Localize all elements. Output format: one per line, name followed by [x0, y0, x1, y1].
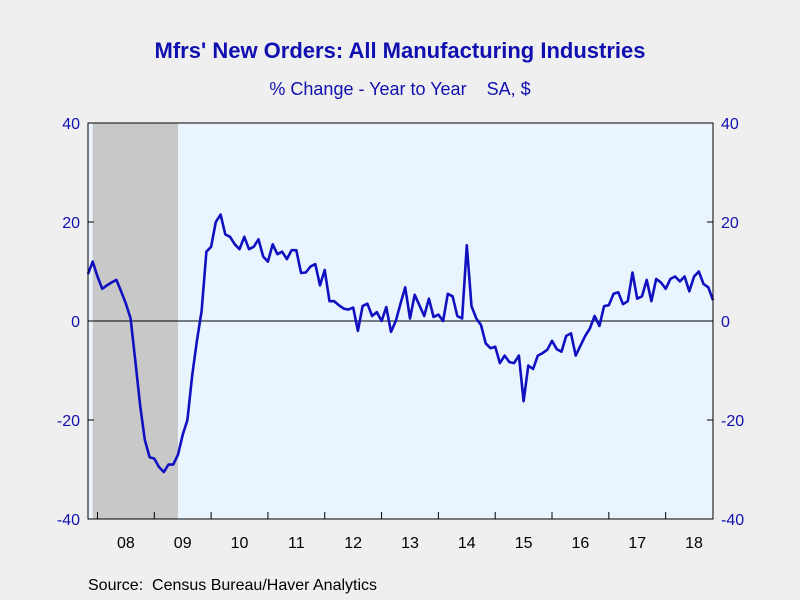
- y-tick-label-left: 20: [62, 215, 80, 232]
- x-tick-label: 16: [572, 535, 590, 552]
- x-tick-label: 10: [231, 535, 249, 552]
- x-tick-label: 08: [117, 535, 135, 552]
- y-tick-label-left: 40: [62, 116, 80, 133]
- y-tick-label-right: 40: [721, 116, 739, 133]
- x-tick-label: 09: [174, 535, 192, 552]
- y-tick-label-right: 0: [721, 314, 730, 331]
- plot-frame: [87, 122, 714, 520]
- y-tick-label-right: -20: [721, 413, 744, 430]
- x-tick-label: 17: [628, 535, 646, 552]
- y-tick-label-left: -40: [57, 512, 80, 529]
- x-tick-label: 15: [515, 535, 533, 552]
- y-tick-label-left: 0: [71, 314, 80, 331]
- source-note: Source: Census Bureau/Haver Analytics: [88, 577, 378, 594]
- y-tick-label-left: -20: [57, 413, 80, 430]
- y-tick-label-right: 20: [721, 215, 739, 232]
- chart-subtitle: % Change - Year to Year SA, $: [269, 79, 531, 99]
- x-tick-label: 13: [401, 535, 419, 552]
- chart-title: Mfrs' New Orders: All Manufacturing Indu…: [154, 38, 646, 63]
- x-tick-label: 12: [344, 535, 362, 552]
- x-tick-label: 18: [685, 535, 703, 552]
- x-tick-label: 14: [458, 535, 476, 552]
- series-line: [86, 213, 715, 474]
- y-tick-label-right: -40: [721, 512, 744, 529]
- x-tick-label: 11: [288, 535, 305, 552]
